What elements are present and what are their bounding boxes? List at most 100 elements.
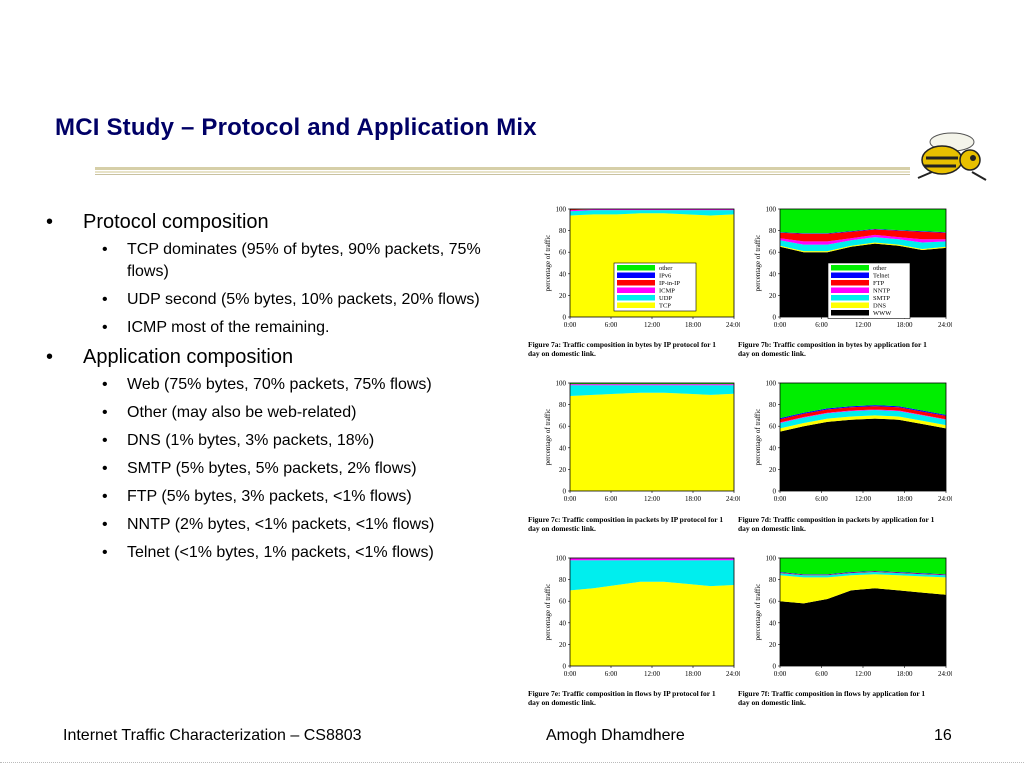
- bullet-item: • UDP second (5% bytes, 10% packets, 20% …: [102, 291, 480, 308]
- fig7b-ytick-label: 20: [769, 292, 777, 300]
- fig7b-legend-swatch: [831, 295, 869, 301]
- fig7d-chart: 0 20 40 60 80 100 0:00 6:00 12:00 18:00 24:00 perce…: [754, 380, 952, 504]
- fig7d-series-dns: [780, 415, 946, 432]
- fig7a-legend-swatch: [617, 280, 655, 286]
- bullet-item: • SMTP (5% bytes, 5% packets, 2% flows): [102, 460, 417, 477]
- fig7d-series-ftp: [780, 406, 946, 423]
- bullet-text: Telnet (<1% bytes, 1% packets, <1% flows…: [127, 544, 434, 561]
- fig7b-legend-label: other: [873, 265, 887, 272]
- bullet-text: Web (75% bytes, 70% packets, 75% flows): [127, 376, 432, 393]
- yellowjacket-mascot-icon: [917, 132, 987, 181]
- bullet-text: ICMP most of the remaining.: [127, 319, 330, 336]
- fig7a-chart: 0 20 40 60 80 100 0:00 6:00 12:00 18:00 24:00 perce…: [544, 206, 740, 330]
- fig7f-chart: 0 20 40 60 80 100 0:00 6:00 12:00 18:00 24:00 perce…: [754, 555, 952, 679]
- fig7f-ytick-label: 40: [769, 619, 777, 627]
- fig7a-legend-swatch: [617, 272, 655, 278]
- fig7d-ytick-label: 40: [769, 444, 777, 452]
- bullet-item: • ICMP most of the remaining.: [102, 319, 330, 336]
- fig7e-series-icmp: [570, 558, 734, 561]
- fig7e-ytick-label: 0: [563, 663, 567, 671]
- fig7a-legend-label: UDP: [659, 295, 672, 302]
- fig7b-series-ftp: [780, 229, 946, 242]
- fig7a-xtick-label: 6:00: [605, 321, 618, 329]
- fig7a-ytick-label: 100: [556, 206, 567, 214]
- fig7c-ytick-label: 80: [559, 401, 567, 409]
- bullet-text: DNS (1% bytes, 3% packets, 18%): [127, 432, 375, 449]
- bullet-item: • DNS (1% bytes, 3% packets, 18%): [102, 432, 375, 449]
- fig7b-ytick-label: 0: [773, 314, 777, 322]
- bullet-text: UDP second (5% bytes, 10% packets, 20% f…: [127, 291, 480, 308]
- fig7c-series-udp: [570, 385, 734, 396]
- fig7b-legend-swatch: [831, 287, 869, 293]
- fig7f-xtick-label: 18:00: [897, 670, 913, 678]
- bottom-divider: [0, 762, 1024, 763]
- bullet-item: • TCP dominates (95% of bytes, 90% packet…: [102, 241, 481, 280]
- fig7e-ytick-label: 20: [559, 641, 567, 649]
- bullet-text: SMTP (5% bytes, 5% packets, 2% flows): [127, 460, 417, 477]
- fig7a-series-ip-in-ip: [570, 209, 734, 211]
- fig7e-caption: Figure 7e: Traffic composition in flows …: [528, 689, 716, 707]
- fig7b-ylabel: percentage of traffic: [754, 235, 762, 292]
- fig7b-series-dns: [780, 242, 946, 253]
- fig7b-legend-swatch: [831, 280, 869, 286]
- fig7c-xtick-label: 18:00: [685, 495, 701, 503]
- bullet-item: • Application composition: [46, 346, 294, 368]
- fig7b-ytick-label: 80: [769, 227, 777, 235]
- fig7a-legend-label: other: [659, 265, 673, 272]
- fig7c-series-tcp: [570, 392, 734, 491]
- fig7c-xtick-label: 0:00: [564, 495, 577, 503]
- fig7e-xtick-label: 0:00: [564, 670, 577, 678]
- fig7a-ytick-label: 80: [559, 227, 567, 235]
- fig7b-chart: 0 20 40 60 80 100 0:00 6:00 12:00 18:00 24:00 perce…: [754, 206, 952, 330]
- fig7c-ytick-label: 100: [556, 380, 567, 388]
- slide-title: MCI Study – Protocol and Application Mix: [55, 114, 537, 141]
- fig7b-legend-label: FTP: [873, 280, 885, 287]
- fig7a-xtick-label: 24:00: [726, 321, 740, 329]
- title-underline: [95, 167, 910, 175]
- fig7b-xtick-label: 18:00: [897, 321, 913, 329]
- fig7f-ytick-label: 80: [769, 576, 777, 584]
- fig7a-series-icmp: [570, 209, 734, 212]
- bullet-item: • Telnet (<1% bytes, 1% packets, <1% flow…: [102, 544, 434, 561]
- fig7a-legend-swatch: [617, 302, 655, 308]
- fig7d-xtick-label: 0:00: [774, 495, 787, 503]
- fig7d-xtick-label: 6:00: [815, 495, 828, 503]
- fig7d-series-other: [780, 383, 946, 419]
- fig7e-xtick-label: 24:00: [726, 670, 740, 678]
- fig7d-xtick-label: 18:00: [897, 495, 913, 503]
- fig7a-series-udp: [570, 210, 734, 216]
- fig7c-chart: 0 20 40 60 80 100 0:00 6:00 12:00 18:00 24:00 perce…: [544, 380, 740, 504]
- fig7a-legend-swatch: [617, 265, 655, 271]
- fig7a-legend-label: ICMP: [659, 288, 675, 295]
- fig7d-ytick-label: 20: [769, 466, 777, 474]
- bullet-item: • Protocol composition: [46, 211, 269, 233]
- fig7b-series-other: [780, 209, 946, 234]
- fig7b-ytick-label: 40: [769, 270, 777, 278]
- fig7f-xtick-label: 24:00: [938, 670, 952, 678]
- fig7a-caption: Figure 7a: Traffic composition in bytes …: [528, 340, 717, 358]
- fig7d-ytick-label: 80: [769, 401, 777, 409]
- fig7c-series-icmp: [570, 384, 734, 386]
- bullet-text: Other (may also be web-related): [127, 404, 357, 421]
- fig7b-xtick-label: 0:00: [774, 321, 787, 329]
- fig7f-ytick-label: 0: [773, 663, 777, 671]
- bullet-item: • NNTP (2% bytes, <1% packets, <1% flows): [102, 516, 435, 533]
- fig7a-legend-label: IP-in-IP: [659, 280, 680, 287]
- fig7f-caption: Figure 7f: Traffic composition in flows …: [738, 689, 926, 707]
- fig7b-legend-swatch: [831, 265, 869, 271]
- fig7c-caption: Figure 7c: Traffic composition in packet…: [528, 515, 724, 533]
- fig7b-legend-label: SMTP: [873, 295, 890, 302]
- fig7a-xtick-label: 18:00: [685, 321, 701, 329]
- fig7a-legend-label: IPv6: [659, 273, 672, 280]
- page-number: 16: [934, 727, 952, 744]
- fig7b-series-telnet: [780, 229, 946, 234]
- fig7e-xtick-label: 18:00: [685, 670, 701, 678]
- bullet-list: • Protocol composition • TCP dominates (95…: [40, 210, 495, 570]
- bullet-text: Application composition: [83, 346, 294, 368]
- fig7f-series-smtp: [780, 572, 946, 578]
- fig7e-series-tcp: [570, 581, 734, 666]
- fig7b-ytick-label: 100: [766, 206, 777, 214]
- fig7f-series-other: [780, 558, 946, 575]
- fig7b-xtick-label: 6:00: [815, 321, 828, 329]
- bullet-text: TCP dominates (95% of bytes, 90% packets…: [127, 241, 481, 280]
